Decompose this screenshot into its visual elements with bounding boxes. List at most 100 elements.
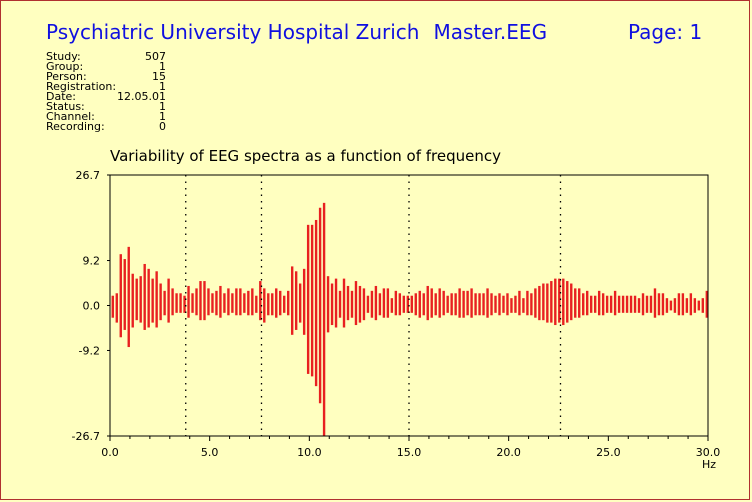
bar <box>442 290 445 316</box>
y-tick-label: -26.7 <box>72 430 100 443</box>
meta-key: Group: <box>46 60 84 73</box>
meta-key: Registration: <box>46 80 117 93</box>
bar <box>159 283 162 321</box>
bar <box>354 281 358 326</box>
bar <box>701 298 705 313</box>
bar <box>474 293 477 316</box>
meta-value: 1 <box>159 60 166 73</box>
bar <box>526 290 529 316</box>
bar <box>346 285 350 321</box>
bar <box>211 293 214 313</box>
bar <box>195 288 198 316</box>
bar <box>422 293 425 316</box>
bar <box>271 293 274 316</box>
bar <box>410 295 413 313</box>
bar <box>179 293 182 313</box>
meta-value: 507 <box>145 50 166 63</box>
bar <box>514 295 517 313</box>
bar <box>235 288 238 316</box>
bar <box>374 285 378 321</box>
bar <box>677 293 681 316</box>
bar <box>255 295 258 313</box>
meta-row-registration: Registration: 1 <box>46 80 166 93</box>
bar <box>566 281 569 323</box>
bar <box>649 295 653 313</box>
bar <box>314 219 318 387</box>
bar <box>470 288 473 318</box>
bar <box>705 290 708 318</box>
bar <box>486 288 489 318</box>
bar <box>665 298 669 313</box>
y-tick-label: -9.2 <box>79 344 100 357</box>
recording-metadata: Study: 507 Group: 1 Person: 15 Registration… <box>46 50 166 133</box>
meta-row-date: Date: 12.05.01 <box>46 90 166 103</box>
x-axis: 0.0 5.0 10.0 15.0 20.0 25.0 30.0 <box>101 436 720 459</box>
bar <box>298 283 302 323</box>
bar <box>482 293 485 316</box>
bar <box>414 293 417 316</box>
meta-row-person: Person: 15 <box>46 70 166 83</box>
page-label: Page: <box>628 20 684 44</box>
bar <box>111 295 114 318</box>
bar <box>562 278 565 326</box>
bar <box>155 271 158 328</box>
bar <box>290 266 294 335</box>
bar <box>542 283 545 321</box>
bar <box>490 293 493 316</box>
meta-value: 1 <box>159 110 166 123</box>
bar <box>362 288 366 321</box>
bar <box>326 276 330 333</box>
bar <box>382 288 386 318</box>
bar <box>127 246 130 348</box>
bar <box>167 278 170 323</box>
bar <box>294 271 298 330</box>
bar <box>386 288 390 318</box>
bar <box>458 288 461 318</box>
bar <box>637 298 641 313</box>
bar <box>430 288 433 318</box>
bar <box>534 288 537 318</box>
meta-key: Recording: <box>46 120 105 133</box>
meta-key: Date: <box>46 90 76 103</box>
bar <box>582 293 585 316</box>
x-tick-label: 5.0 <box>201 446 219 459</box>
report-header: Psychiatric University Hospital Zurich Ma… <box>46 20 547 44</box>
bar <box>390 298 394 313</box>
bar <box>251 288 254 316</box>
bar <box>378 293 382 316</box>
meta-value: 15 <box>152 70 166 83</box>
bar <box>446 295 449 313</box>
bar <box>342 278 346 328</box>
bar <box>510 298 513 313</box>
bar <box>406 295 409 313</box>
bar <box>697 300 701 311</box>
y-tick-label: 9.2 <box>83 255 101 268</box>
bar <box>259 281 262 321</box>
chart-title: Variability of EEG spectra as a function… <box>110 147 501 165</box>
bar <box>629 295 633 313</box>
meta-value: 0 <box>159 120 166 133</box>
bar <box>621 295 625 313</box>
bar <box>450 293 453 316</box>
bar <box>570 283 573 321</box>
meta-row-channel: Channel: 1 <box>46 110 166 123</box>
bar <box>645 295 649 313</box>
x-tick-label: 30.0 <box>696 446 721 459</box>
program-name: Master.EEG <box>433 20 548 44</box>
x-tick-label: 10.0 <box>297 446 322 459</box>
bar <box>191 293 194 313</box>
bar <box>318 207 322 404</box>
bar <box>673 298 677 313</box>
bar <box>219 285 222 318</box>
y-axis: 26.7 9.2 0.0 -9.2 -26.7 <box>72 169 110 443</box>
bar <box>135 278 138 321</box>
bar <box>203 281 206 321</box>
page-number: 1 <box>689 20 703 44</box>
bar <box>434 293 437 316</box>
meta-row-recording: Recording: 0 <box>46 120 166 133</box>
x-tick-label: 15.0 <box>397 446 422 459</box>
meta-row-status: Status: 1 <box>46 101 166 112</box>
bar <box>366 295 370 313</box>
bar <box>418 290 421 318</box>
bar <box>115 293 118 323</box>
